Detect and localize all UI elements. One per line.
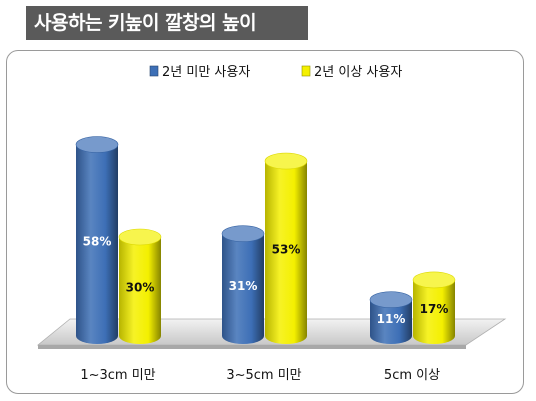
bar-top-2-1 [118,228,162,246]
chart-floor-edge [38,345,466,349]
bar-1-3 [370,299,412,344]
bar-top-1-1 [75,136,119,153]
data-label-1-3: 11% [377,312,406,326]
data-label-2-2: 53% [272,243,301,257]
bar-top-2-2 [264,152,308,170]
legend-swatch-1 [149,65,159,77]
legend-label-2: 2년 이상 사용자 [314,65,402,80]
bar-1-1 [76,144,118,344]
bar-top-2-3 [412,271,456,289]
bar-top-1-2 [221,225,265,242]
bar-top-1-3 [369,291,413,309]
data-label-2-3: 17% [420,302,449,316]
data-label-1-2: 31% [229,279,258,293]
bar-2-2 [265,161,307,344]
data-label-1-1: 58% [83,234,112,248]
bar-1-2 [222,233,264,344]
title-banner [26,6,308,40]
data-label-2-1: 30% [126,281,155,295]
category-label-1: 1~3cm 미만 [80,368,155,383]
category-label-2: 3~5cm 미만 [226,368,301,383]
legend-label-1: 2년 미만 사용자 [162,65,250,80]
bar-2-1 [119,237,161,344]
category-label-3: 5cm 이상 [384,368,440,383]
page-title: 사용하는 키높이 깔창의 높이 [34,12,257,34]
bar-2-3 [413,279,455,344]
legend-swatch-2 [301,65,311,77]
